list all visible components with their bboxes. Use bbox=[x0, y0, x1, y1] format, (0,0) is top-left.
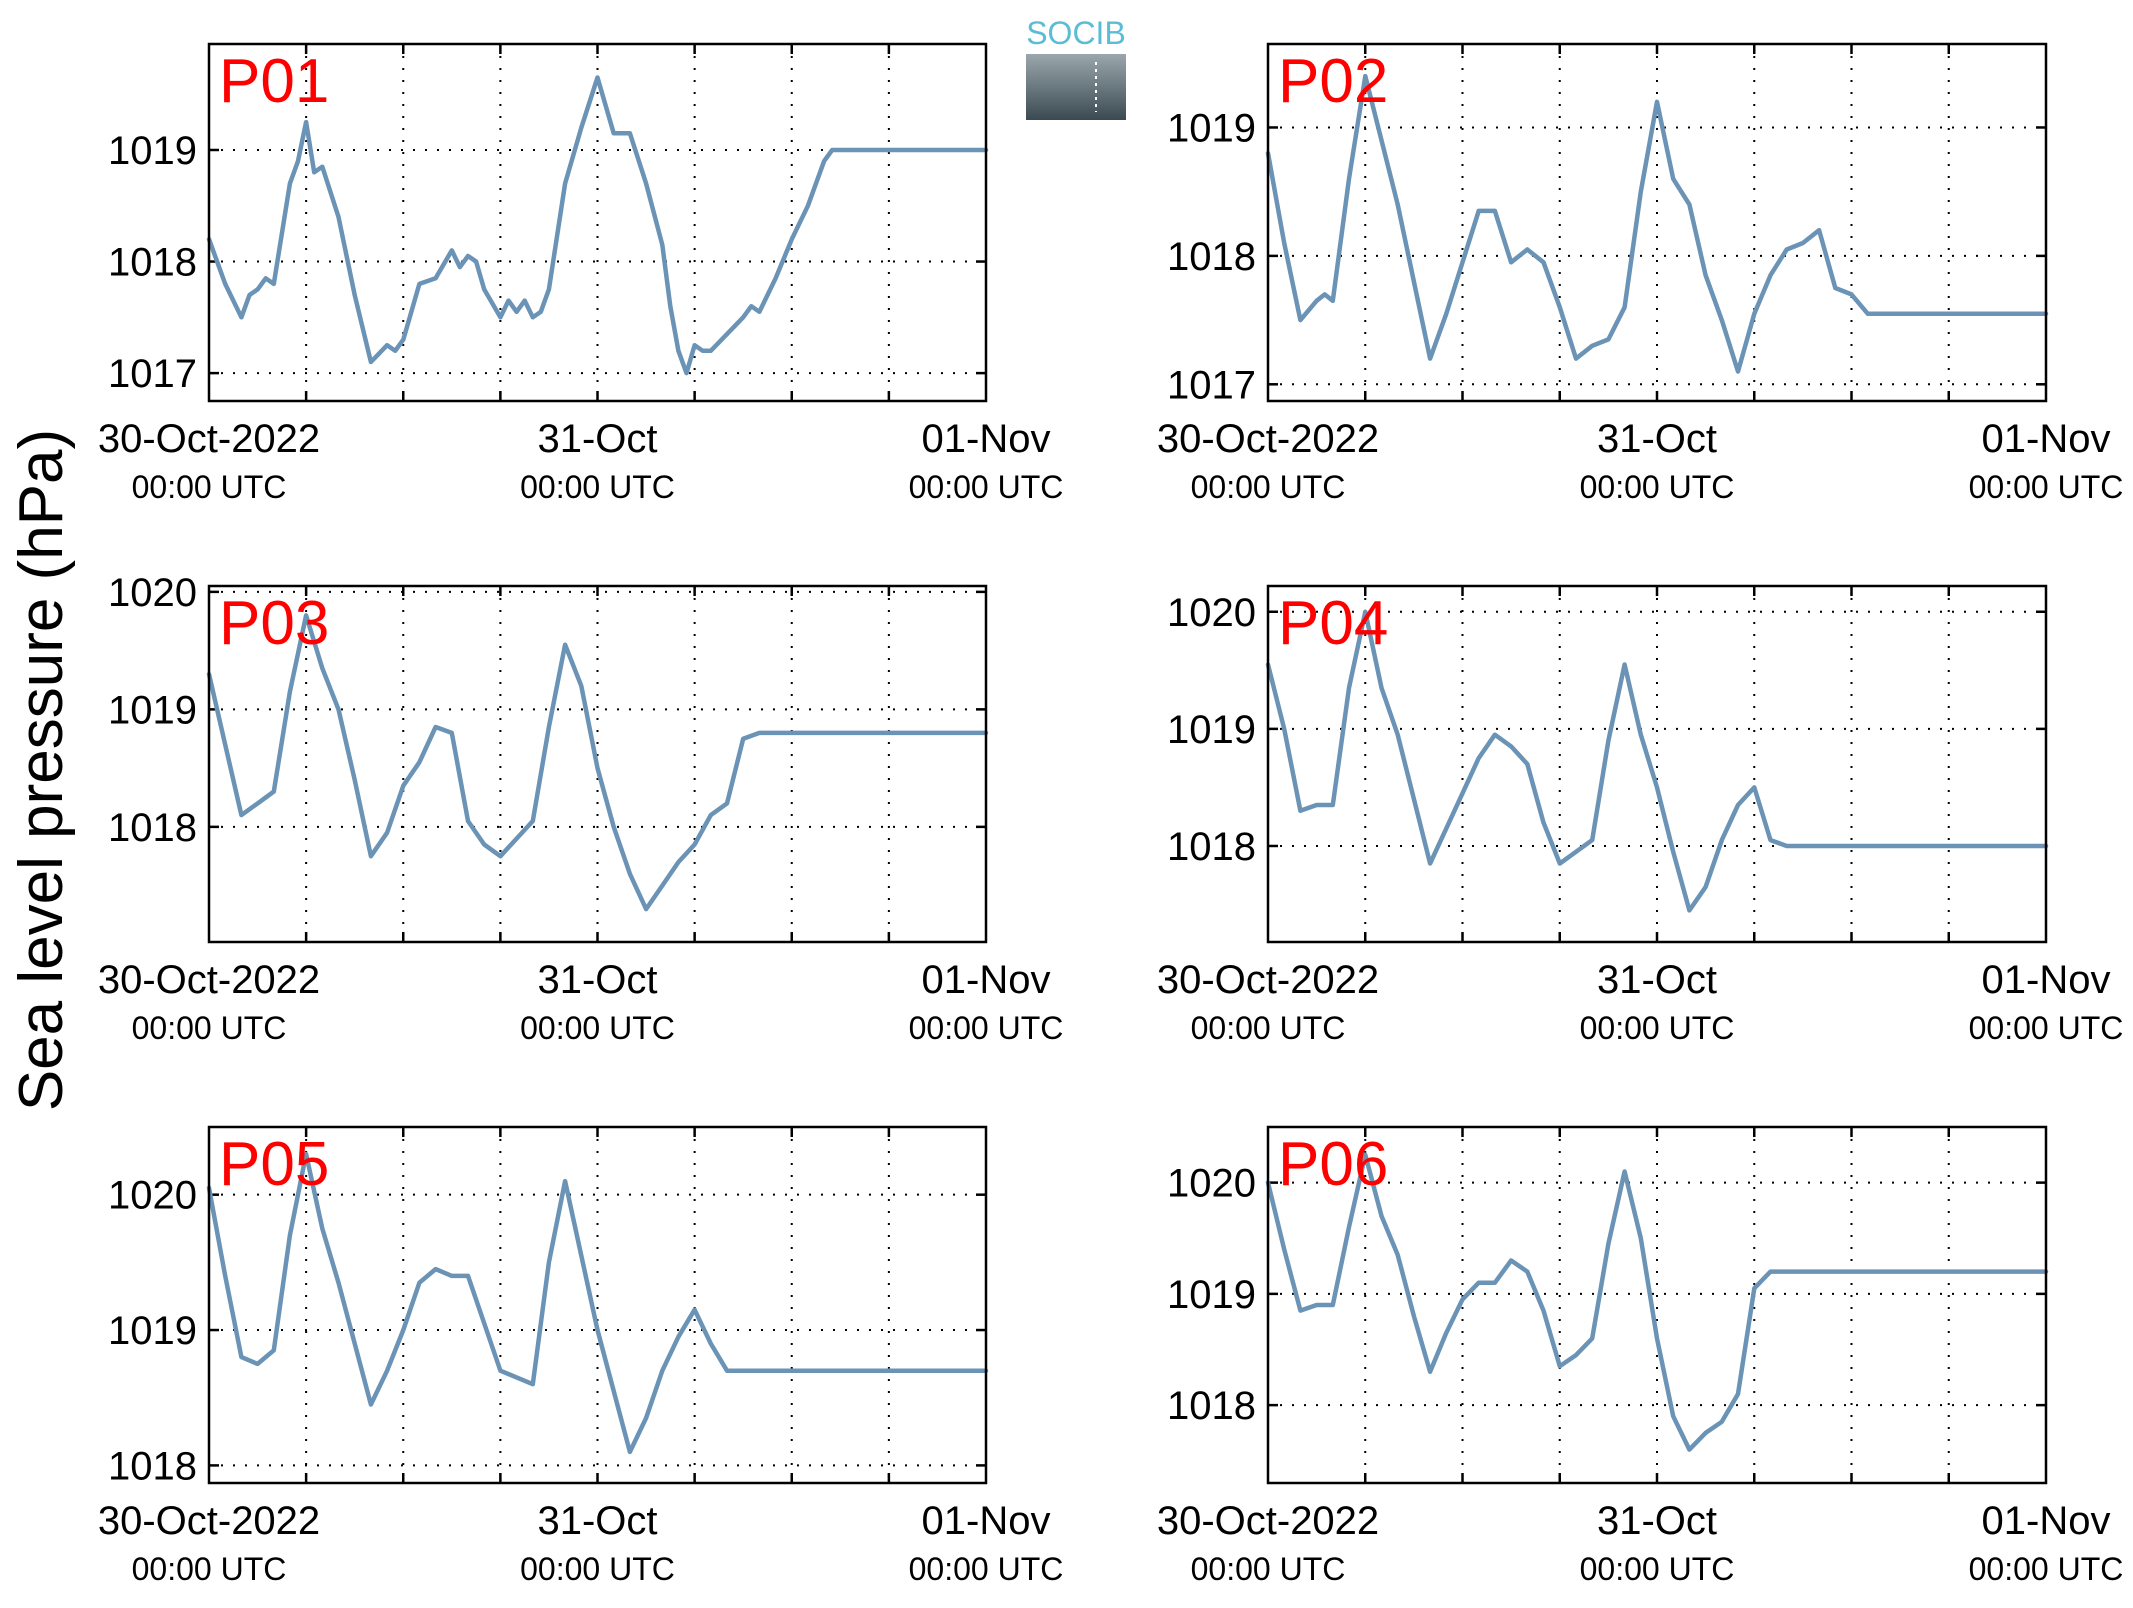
y-tick-label: 1018 bbox=[1167, 825, 1256, 869]
y-tick-label: 1018 bbox=[108, 806, 197, 850]
y-tick-label: 1019 bbox=[108, 688, 197, 732]
x-tick-sublabel: 00:00 UTC bbox=[132, 1551, 287, 1587]
y-tick-label: 1018 bbox=[108, 241, 197, 285]
x-tick-sublabel: 00:00 UTC bbox=[909, 1551, 1064, 1587]
axis-box bbox=[207, 584, 988, 944]
x-tick-sublabel: 00:00 UTC bbox=[1969, 1551, 2124, 1587]
x-tick-sublabel: 00:00 UTC bbox=[1969, 469, 2124, 505]
y-tick-label: 1020 bbox=[108, 1174, 197, 1218]
series-line-p02 bbox=[1265, 73, 2049, 374]
panel-p01: 1017 1018 1019 30-Oct-2022 00:00 UTC 31-Oct 00… bbox=[98, 42, 1064, 505]
y-tick-label: 1017 bbox=[1167, 363, 1256, 407]
y-tick-label: 1019 bbox=[108, 1309, 197, 1353]
x-tick-sublabel: 00:00 UTC bbox=[1580, 469, 1735, 505]
series-line-p03 bbox=[206, 613, 989, 912]
x-tick-sublabel: 00:00 UTC bbox=[909, 469, 1064, 505]
x-tick-sublabel: 00:00 UTC bbox=[1191, 469, 1346, 505]
x-tick-label: 31-Oct bbox=[537, 1499, 657, 1543]
x-tick-label: 01-Nov bbox=[922, 1499, 1051, 1543]
socib-logo-block bbox=[1026, 54, 1126, 120]
x-tick-label: 30-Oct-2022 bbox=[1157, 958, 1379, 1002]
x-tick-label: 30-Oct-2022 bbox=[98, 417, 320, 461]
x-tick-sublabel: 00:00 UTC bbox=[520, 1010, 675, 1046]
x-tick-label: 30-Oct-2022 bbox=[1157, 417, 1379, 461]
x-tick-sublabel: 00:00 UTC bbox=[132, 1010, 287, 1046]
x-tick-label: 31-Oct bbox=[1597, 417, 1717, 461]
y-axis-label: Sea level pressure (hPa) bbox=[7, 429, 76, 1111]
x-tick-label: 31-Oct bbox=[1597, 1499, 1717, 1543]
y-tick-label: 1019 bbox=[1167, 1273, 1256, 1317]
series-line-p04 bbox=[1265, 609, 2049, 913]
x-tick-sublabel: 00:00 UTC bbox=[1969, 1010, 2124, 1046]
axis-box bbox=[1266, 42, 2048, 403]
y-tick-label: 1020 bbox=[108, 571, 197, 615]
x-tick-sublabel: 00:00 UTC bbox=[132, 469, 287, 505]
axis-box bbox=[207, 1125, 988, 1485]
series-line-p01 bbox=[206, 75, 989, 376]
x-tick-sublabel: 00:00 UTC bbox=[1191, 1010, 1346, 1046]
axis-box bbox=[207, 42, 988, 403]
y-tick-label: 1019 bbox=[1167, 106, 1256, 150]
y-tick-label: 1018 bbox=[1167, 1384, 1256, 1428]
panel-p04: 1018 1019 1020 30-Oct-2022 00:00 UTC 31-Oct 00… bbox=[1157, 584, 2124, 1046]
x-tick-sublabel: 00:00 UTC bbox=[1580, 1010, 1735, 1046]
x-tick-sublabel: 00:00 UTC bbox=[909, 1010, 1064, 1046]
axis-box bbox=[1266, 584, 2048, 944]
x-tick-label: 30-Oct-2022 bbox=[98, 1499, 320, 1543]
x-tick-label: 31-Oct bbox=[537, 958, 657, 1002]
x-tick-sublabel: 00:00 UTC bbox=[520, 469, 675, 505]
y-tick-label: 1020 bbox=[1167, 591, 1256, 635]
panel-label: P02 bbox=[1278, 47, 1388, 116]
panel-p06: 1018 1019 1020 30-Oct-2022 00:00 UTC 31-Oct 00… bbox=[1157, 1125, 2124, 1587]
panel-label: P06 bbox=[1278, 1130, 1388, 1199]
panel-p05: 1018 1019 1020 30-Oct-2022 00:00 UTC 31-Oct 00… bbox=[98, 1125, 1064, 1587]
x-tick-sublabel: 00:00 UTC bbox=[520, 1551, 675, 1587]
panels: 1017 1018 1019 30-Oct-2022 00:00 UTC 31-Oct 00… bbox=[98, 42, 2124, 1587]
y-tick-label: 1018 bbox=[108, 1444, 197, 1488]
x-tick-label: 30-Oct-2022 bbox=[98, 958, 320, 1002]
y-tick-label: 1019 bbox=[108, 129, 197, 173]
x-tick-sublabel: 00:00 UTC bbox=[1191, 1551, 1346, 1587]
x-tick-sublabel: 00:00 UTC bbox=[1580, 1551, 1735, 1587]
socib-logo: SOCIB bbox=[1026, 15, 1126, 120]
x-tick-label: 01-Nov bbox=[1982, 417, 2111, 461]
x-tick-label: 01-Nov bbox=[1982, 1499, 2111, 1543]
axis-box bbox=[1266, 1125, 2048, 1485]
panel-label: P01 bbox=[219, 47, 329, 116]
x-tick-label: 01-Nov bbox=[922, 958, 1051, 1002]
y-tick-label: 1018 bbox=[1167, 235, 1256, 279]
x-tick-label: 30-Oct-2022 bbox=[1157, 1499, 1379, 1543]
x-tick-label: 31-Oct bbox=[1597, 958, 1717, 1002]
x-tick-label: 31-Oct bbox=[537, 417, 657, 461]
panel-label: P03 bbox=[219, 589, 329, 658]
panel-label: P04 bbox=[1278, 589, 1388, 658]
panel-label: P05 bbox=[219, 1130, 329, 1199]
x-tick-label: 01-Nov bbox=[922, 417, 1051, 461]
socib-logo-text: SOCIB bbox=[1026, 15, 1126, 51]
y-tick-label: 1020 bbox=[1167, 1162, 1256, 1206]
y-tick-label: 1019 bbox=[1167, 708, 1256, 752]
series-line-p05 bbox=[206, 1151, 989, 1455]
panel-p02: 1017 1018 1019 30-Oct-2022 00:00 UTC 31-Oct 00… bbox=[1157, 42, 2124, 505]
x-tick-label: 01-Nov bbox=[1982, 958, 2111, 1002]
series-line-p06 bbox=[1265, 1152, 2049, 1452]
panel-p03: 1018 1019 1020 30-Oct-2022 00:00 UTC 31-Oct 00… bbox=[98, 571, 1064, 1046]
y-tick-label: 1017 bbox=[108, 352, 197, 396]
